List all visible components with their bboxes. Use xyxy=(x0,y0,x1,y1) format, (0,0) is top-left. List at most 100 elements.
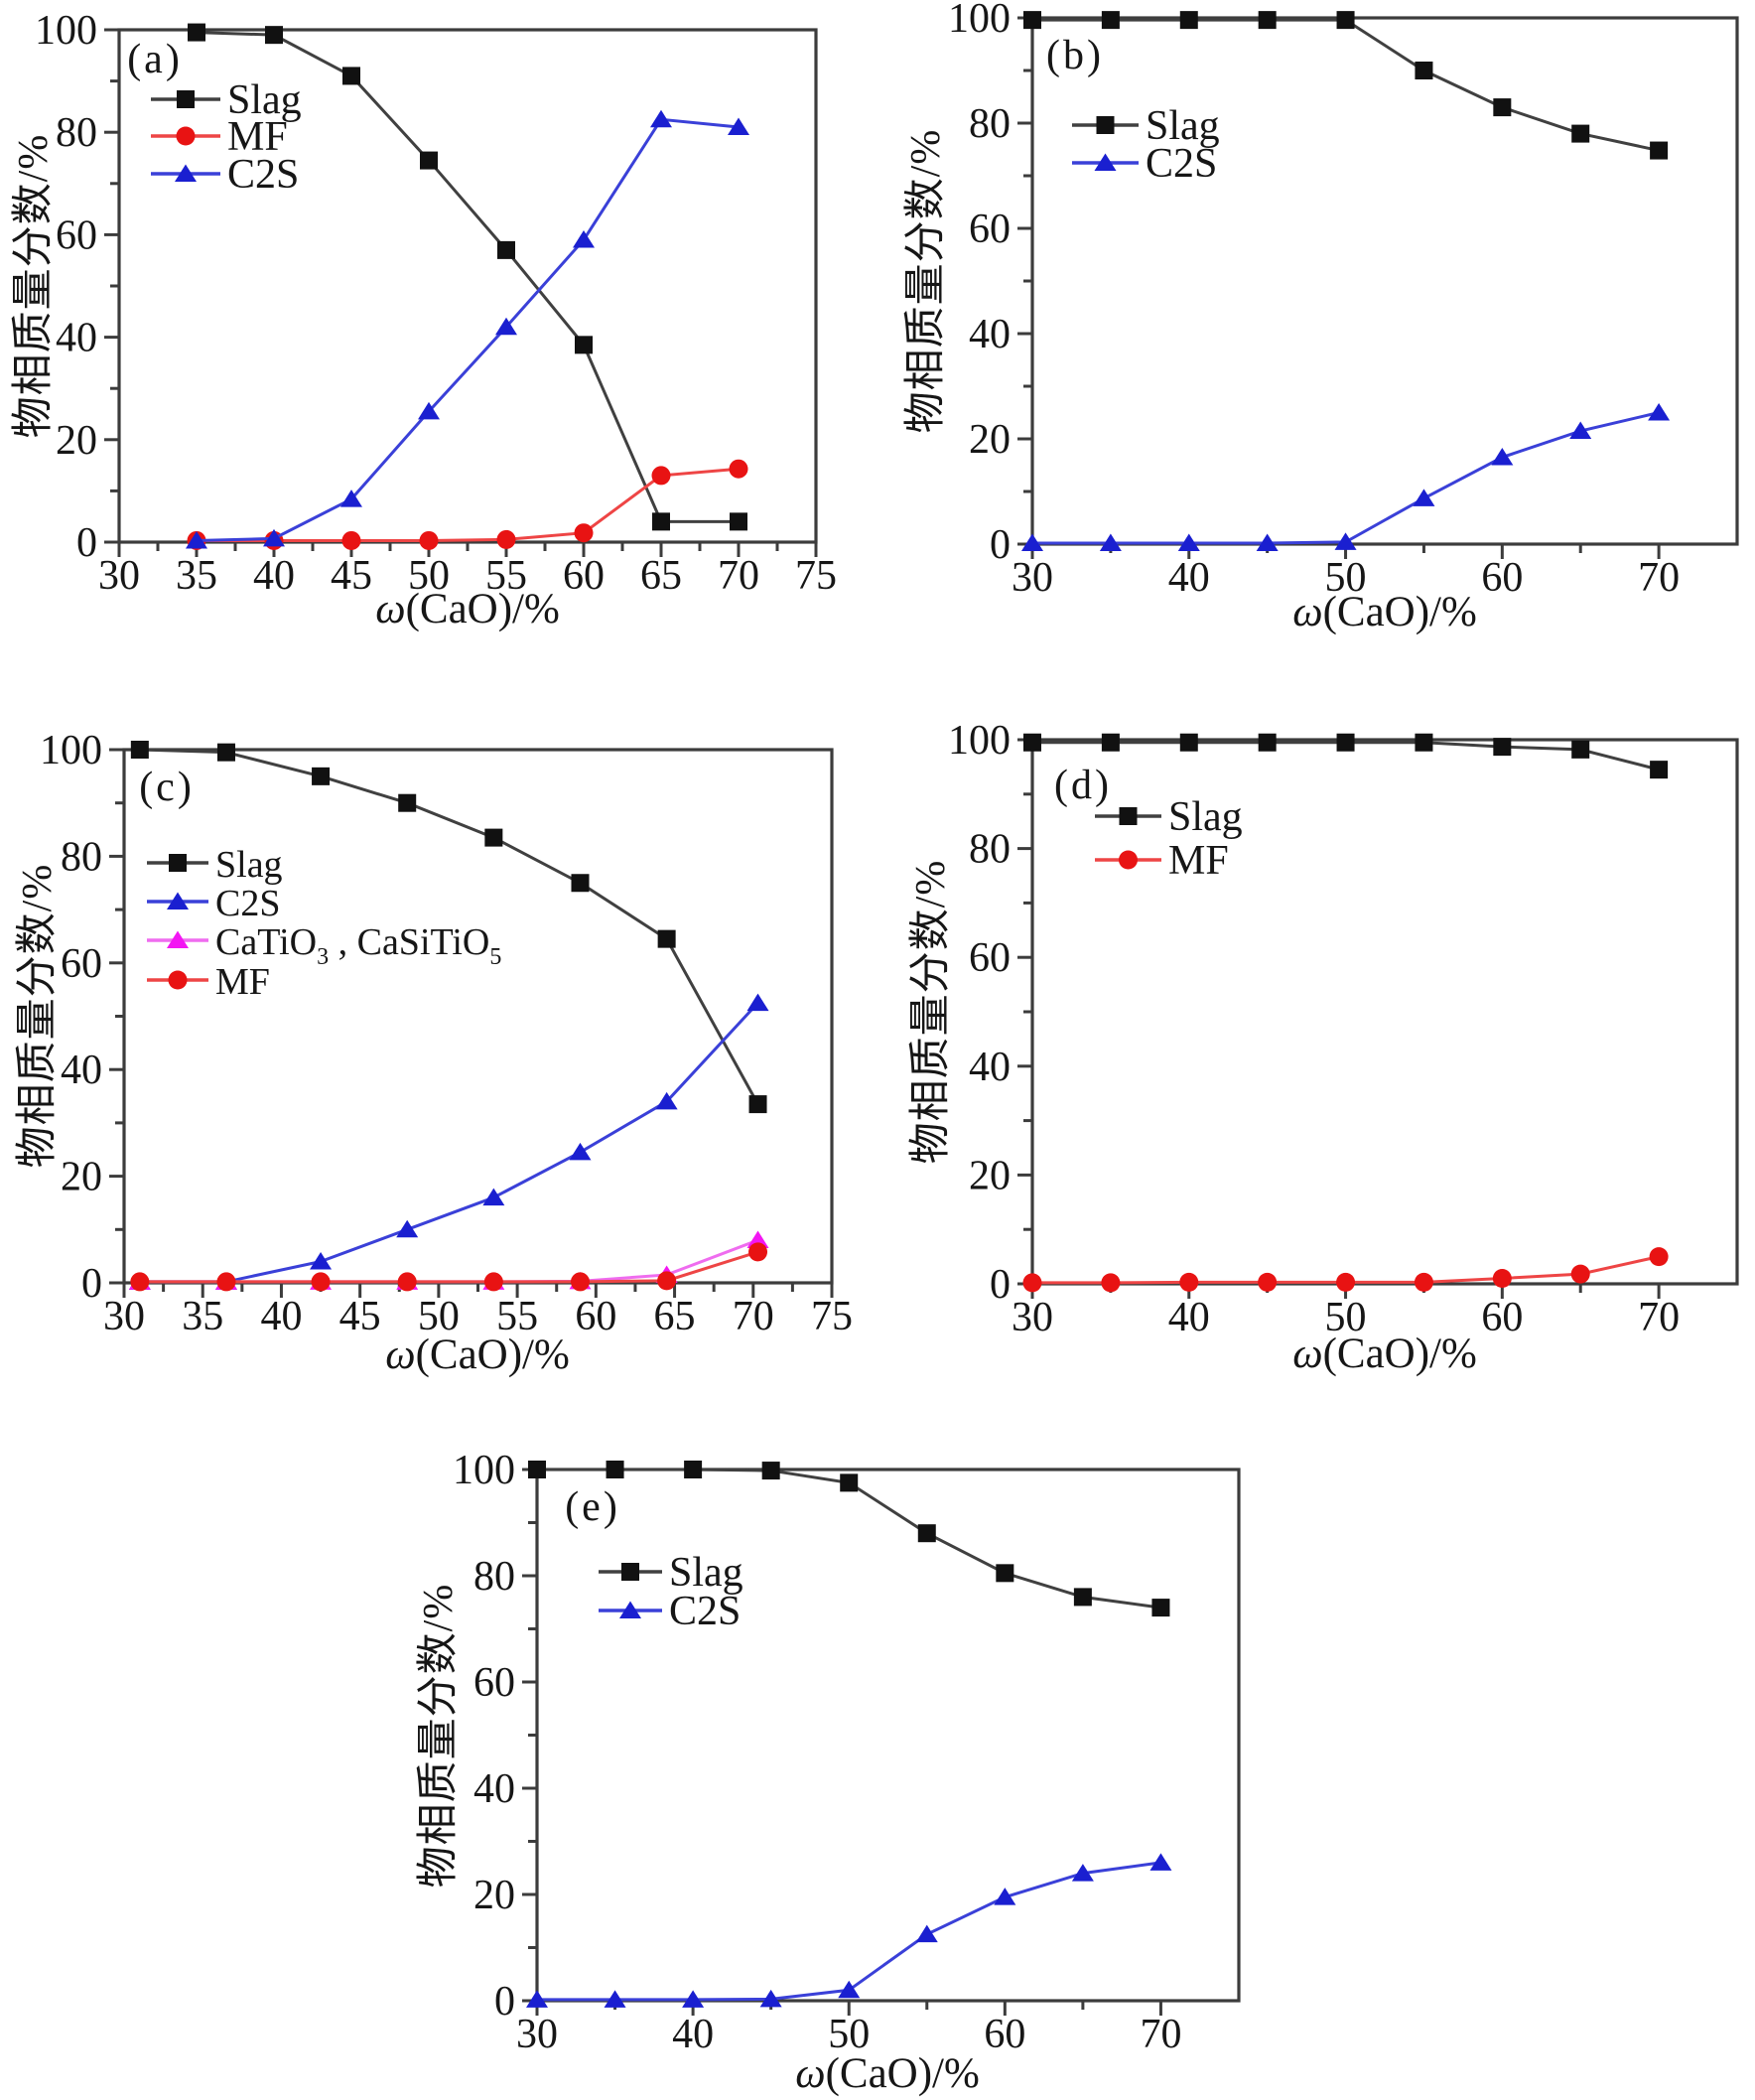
x-tick-label: 60 xyxy=(1481,555,1523,601)
x-tick-label: 50 xyxy=(1325,1295,1367,1340)
y-tick-label: 100 xyxy=(453,1448,515,1493)
y-axis-e: 0 20 40 60 80 100 xyxy=(453,1448,537,2025)
y-tick-label: 40 xyxy=(473,1766,515,1812)
x-tick-label: 35 xyxy=(176,553,217,599)
panel-label-b: (b) xyxy=(1046,33,1104,78)
plot-frame-b xyxy=(1030,16,1739,546)
y-tick-label: 60 xyxy=(969,207,1011,252)
y-tick-label: 80 xyxy=(969,827,1011,873)
y-tick-label: 20 xyxy=(61,1155,102,1200)
x-tick-label: 30 xyxy=(1012,555,1053,601)
legend-label-slag: Slag xyxy=(215,844,283,886)
y-axis-title-e: 物相质量分数/% xyxy=(416,1584,462,1889)
legend-label-mf: MF xyxy=(215,961,270,1003)
x-tick-label: 70 xyxy=(718,553,759,599)
series-slag-c xyxy=(130,741,767,1114)
y-axis-c: 0 20 40 60 80 100 xyxy=(40,728,124,1307)
x-axis-title-a: ω(CaO)/% xyxy=(375,586,560,632)
legend-label-mf: MF xyxy=(227,114,288,160)
x-tick-label: 50 xyxy=(1325,555,1367,601)
x-tick-label: 75 xyxy=(811,1294,853,1339)
x-tick-label: 60 xyxy=(984,2012,1025,2057)
x-tick-label: 50 xyxy=(418,1294,460,1339)
x-tick-label: 55 xyxy=(485,553,527,599)
x-tick-label: 30 xyxy=(516,2012,558,2057)
y-tick-label: 60 xyxy=(56,212,97,258)
x-tick-label: 30 xyxy=(1012,1295,1053,1340)
legend-label-c2s: C2S xyxy=(215,883,280,924)
x-axis-title-c: ω(CaO)/% xyxy=(385,1331,570,1378)
x-tick-label: 70 xyxy=(1140,2012,1181,2057)
plot-frame-d xyxy=(1030,738,1739,1286)
y-axis-title-c: 物相质量分数/% xyxy=(15,864,61,1169)
x-tick-label: 60 xyxy=(563,553,605,599)
series-mf-c xyxy=(130,1242,768,1292)
x-axis-title-e: ω(CaO)/% xyxy=(795,2050,980,2097)
y-tick-label: 40 xyxy=(969,1045,1011,1090)
panel-label-e: (e) xyxy=(565,1484,620,1530)
x-tick-label: 30 xyxy=(98,553,140,599)
y-tick-label: 60 xyxy=(969,935,1011,981)
x-tick-label: 70 xyxy=(733,1294,774,1339)
x-tick-label: 60 xyxy=(1481,1295,1523,1340)
x-tick-label: 50 xyxy=(828,2012,870,2057)
series-c2s-e xyxy=(526,1853,1172,2008)
x-tick-label: 65 xyxy=(640,553,682,599)
panel-a: 30 35 40 45 50 55 60 65 70 75020406080100(a)SlagM… xyxy=(11,8,837,632)
legend-label-catio3-casitio5: CaTiO3 , CaSiTiO5 xyxy=(215,921,501,970)
y-tick-label: 80 xyxy=(56,110,97,156)
series-mf-d xyxy=(1022,1247,1669,1293)
panel-label-a: (a) xyxy=(127,37,183,82)
y-tick-label: 60 xyxy=(61,941,102,987)
x-tick-label: 45 xyxy=(339,1294,381,1339)
x-tick-label: 40 xyxy=(260,1294,302,1339)
y-axis-d: 0 20 40 60 80 100 xyxy=(948,718,1032,1308)
panel-d: 30 40 50 60 70020406080100(d)SlagMFω(CaO)/%物… xyxy=(908,718,1739,1377)
series-slag-e xyxy=(528,1461,1170,1617)
x-axis-title-b: ω(CaO)/% xyxy=(1292,589,1477,635)
x-tick-label: 40 xyxy=(1168,1295,1210,1340)
x-axis-d: 30 40 50 60 70 xyxy=(1012,1284,1680,1340)
y-tick-label: 0 xyxy=(81,1261,102,1307)
y-tick-label: 0 xyxy=(494,1979,515,2025)
x-tick-label: 45 xyxy=(331,553,372,599)
x-tick-label: 60 xyxy=(575,1294,616,1339)
x-axis-a: 30 35 40 45 50 55 60 65 70 75 xyxy=(98,542,837,599)
y-tick-label: 20 xyxy=(969,417,1011,463)
y-tick-label: 100 xyxy=(948,718,1011,764)
x-tick-label: 30 xyxy=(103,1294,145,1339)
series-slag-a xyxy=(188,23,747,531)
y-axis-b: 0 20 40 60 80 100 xyxy=(948,0,1032,568)
legend-label-c2s: C2S xyxy=(669,1589,741,1634)
x-tick-label: 70 xyxy=(1638,555,1680,601)
y-tick-label: 40 xyxy=(61,1048,102,1093)
legend-label-mf: MF xyxy=(1168,838,1229,884)
y-tick-label: 0 xyxy=(990,1262,1011,1308)
legend-label-slag: Slag xyxy=(1146,103,1220,149)
x-tick-label: 75 xyxy=(795,553,837,599)
y-tick-label: 60 xyxy=(473,1660,515,1706)
panel-label-d: (d) xyxy=(1054,763,1112,808)
panel-c: 30 35 40 45 50 55 60 65 70 75020406080100(c)SlagC… xyxy=(15,728,853,1378)
y-tick-label: 80 xyxy=(473,1554,515,1600)
y-tick-label: 40 xyxy=(969,312,1011,357)
x-axis-c: 30 35 40 45 50 55 60 65 70 75 xyxy=(103,1283,853,1339)
y-tick-label: 20 xyxy=(473,1873,515,1918)
legend-label-c2s: C2S xyxy=(1146,141,1217,187)
y-axis-title-a: 物相质量分数/% xyxy=(11,134,57,439)
x-tick-label: 40 xyxy=(253,553,295,599)
x-tick-label: 50 xyxy=(408,553,450,599)
y-tick-label: 0 xyxy=(76,520,97,566)
y-tick-label: 80 xyxy=(61,834,102,880)
y-tick-label: 100 xyxy=(948,0,1011,42)
y-tick-label: 0 xyxy=(990,522,1011,568)
x-tick-label: 40 xyxy=(1168,555,1210,601)
legend-label-slag: Slag xyxy=(1168,794,1243,840)
